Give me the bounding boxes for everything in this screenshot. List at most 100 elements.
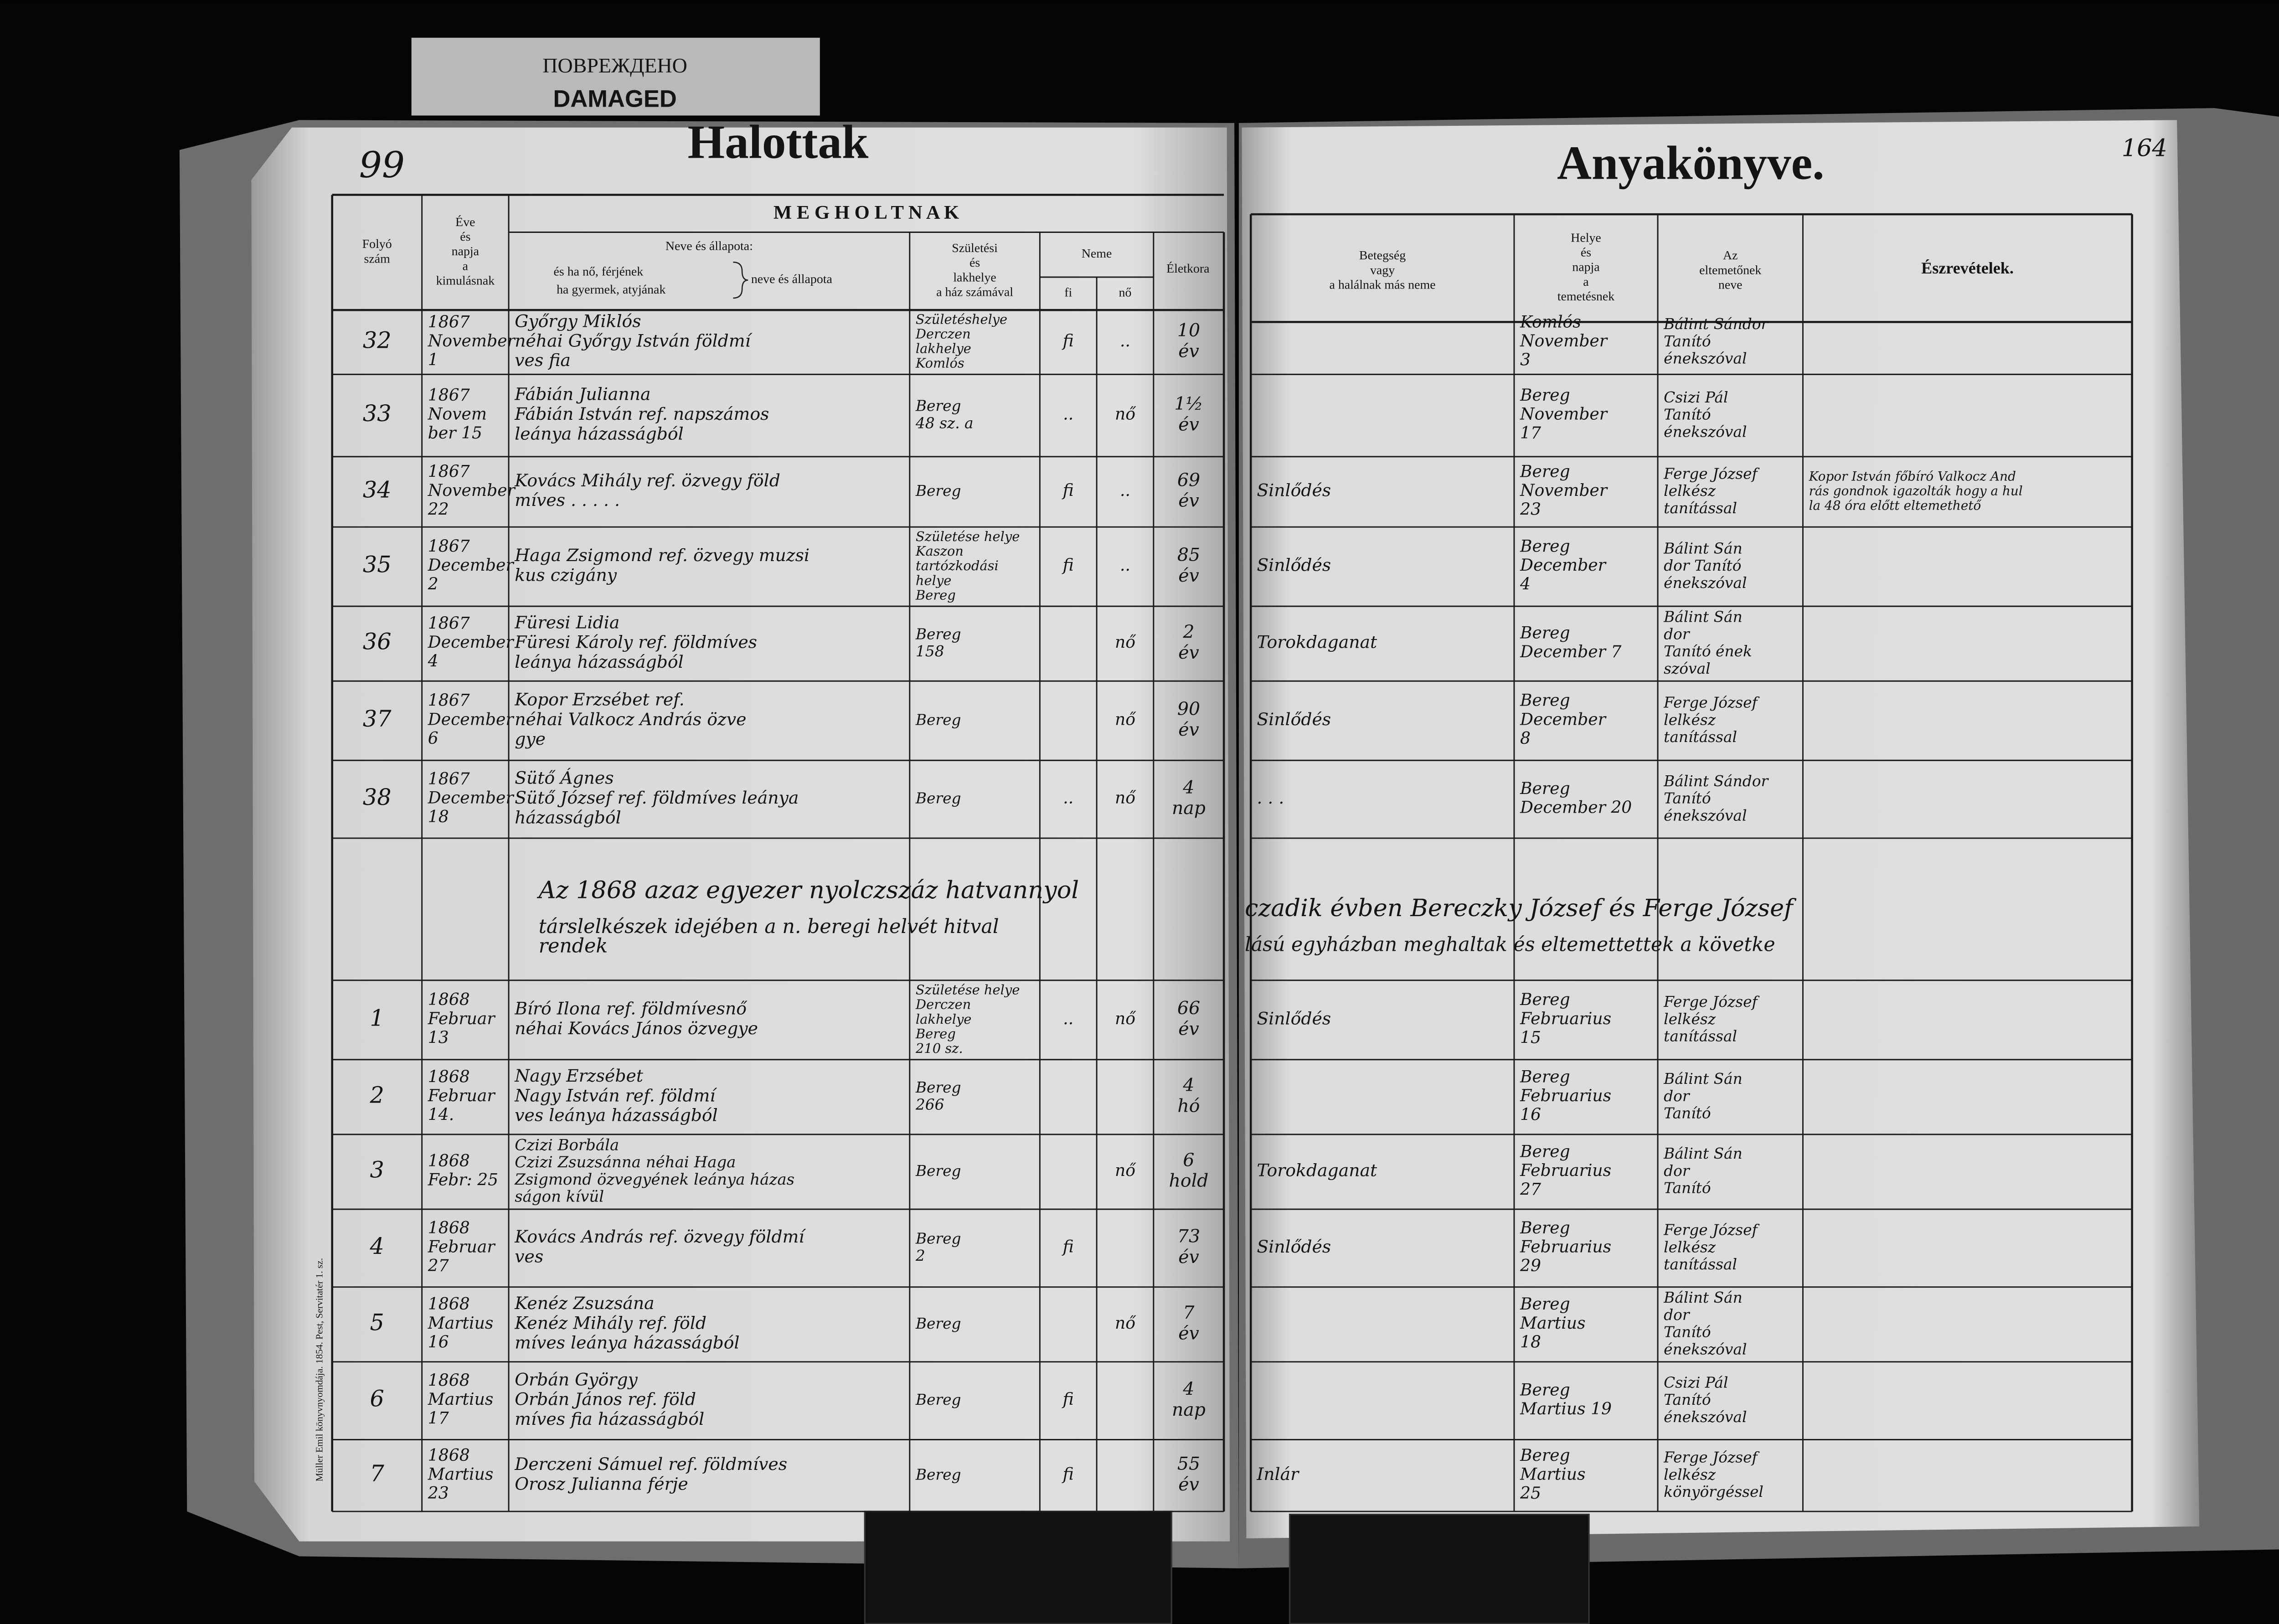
entry-birthplace: Bereg <box>915 1315 961 1332</box>
entry-age: 10 <box>1177 320 1200 341</box>
header-date: napja <box>452 244 479 258</box>
entry-burial: Februarius <box>1520 1160 1611 1180</box>
entry-number: 4 <box>370 1233 384 1259</box>
entry-number: 3 <box>370 1156 384 1183</box>
entry-birthplace: Születése helye <box>916 982 1020 997</box>
entry-age: 6 <box>1183 1150 1194 1170</box>
entry-remarks: rás gondnok igazolták hogy a hul <box>1809 484 2023 499</box>
entry-date: 1868 <box>428 1218 470 1237</box>
left-title: Halottak <box>688 115 869 169</box>
entry-disease: Sinlődés <box>1257 480 1331 500</box>
entry-birthplace: helye <box>916 572 952 588</box>
header-officiant: neve <box>1718 278 1743 292</box>
entry-name: Fábián Julianna <box>514 384 650 404</box>
entry-male: .. <box>1063 1009 1073 1028</box>
entry-birthplace: Derczen <box>915 997 971 1012</box>
entry-age: 90 <box>1177 699 1200 720</box>
entry-officiant: Tanító ének <box>1664 643 1752 660</box>
entry-age: év <box>1178 414 1199 435</box>
header-burial: a <box>1583 275 1588 289</box>
header-name: Neve és állapota: <box>665 239 753 253</box>
entry-burial: November <box>1520 404 1609 424</box>
entry-name: míves leánya házasságból <box>515 1333 739 1353</box>
entry-number: 32 <box>363 327 392 353</box>
entry-officiant: Bálint Sándor <box>1663 773 1769 790</box>
header-name: ha gyermek, atyjának <box>557 283 665 297</box>
entry-name: Orosz Julianna férje <box>515 1474 688 1494</box>
entry-date: November <box>428 331 516 351</box>
entry-name: Derczeni Sámuel ref. földmíves <box>514 1454 787 1474</box>
entry-number: 35 <box>363 552 392 578</box>
entry-burial: Bereg <box>1520 778 1570 798</box>
entry-officiant: énekszóval <box>1664 807 1747 824</box>
note-right: czadik évben Bereczky József és Ferge Jó… <box>1245 894 1797 922</box>
entry-burial: December 20 <box>1520 797 1632 817</box>
entry-officiant: Tanító <box>1664 333 1711 350</box>
entry-name: míves . . . . . <box>515 490 620 510</box>
entry-officiant: Ferge József <box>1663 465 1759 482</box>
header-burial: temetésnek <box>1557 289 1615 304</box>
entry-burial: 29 <box>1520 1256 1541 1275</box>
header-date: és <box>460 230 470 244</box>
header-number: Folyó <box>362 237 392 251</box>
entry-burial: Februarius <box>1520 1086 1611 1105</box>
entry-officiant: Tanító <box>1664 1324 1711 1341</box>
entry-burial: Bereg <box>1520 990 1570 1009</box>
entry-age: 55 <box>1177 1454 1200 1474</box>
header-birthplace: a ház számával <box>936 285 1013 299</box>
entry-age: év <box>1178 490 1199 511</box>
entry-date: ber 15 <box>428 423 482 443</box>
entry-disease: Sinlődés <box>1257 1008 1331 1028</box>
entry-age: 1½ <box>1174 393 1203 414</box>
entry-name: Bíró Ilona ref. földmívesnő <box>514 999 748 1019</box>
entry-age: év <box>1178 1247 1199 1268</box>
header-date: Éve <box>455 215 475 229</box>
entry-male: .. <box>1063 788 1073 808</box>
entry-female: .. <box>1120 555 1130 575</box>
entry-birthplace: Derczen <box>915 326 971 341</box>
entry-date: 22 <box>428 500 449 519</box>
entry-date: 4 <box>428 651 438 671</box>
entry-age: nap <box>1172 1399 1206 1420</box>
entry-age: hold <box>1169 1170 1209 1191</box>
header-female: nő <box>1119 286 1132 300</box>
left-page <box>251 127 1230 1542</box>
entry-date: December <box>428 632 515 652</box>
entry-date: Martius <box>428 1389 494 1409</box>
entry-birthplace: Bereg <box>915 1391 961 1408</box>
entry-burial: Martius 19 <box>1520 1399 1612 1418</box>
entry-birthplace: Születéshelye <box>916 311 1007 327</box>
entry-age: év <box>1178 719 1199 740</box>
entry-number: 33 <box>363 400 392 427</box>
entry-date: 1868 <box>428 1294 470 1314</box>
damaged-label <box>411 37 820 116</box>
entry-burial: November <box>1520 480 1609 500</box>
entry-date: 1868 <box>428 1151 470 1170</box>
entry-number: 5 <box>370 1309 384 1335</box>
entry-officiant: Bálint Sán <box>1663 1070 1743 1088</box>
entry-date: December <box>428 555 515 575</box>
entry-disease: Sinlődés <box>1257 555 1331 575</box>
entry-officiant: Bálint Sán <box>1663 1145 1743 1162</box>
entry-age: év <box>1178 565 1199 586</box>
entry-age: 4 <box>1182 1379 1194 1400</box>
entry-officiant: Csizi Pál <box>1664 389 1728 406</box>
entry-burial: 27 <box>1520 1179 1541 1199</box>
entry-date: 1867 <box>428 769 470 789</box>
header-name: és ha nő, férjének <box>554 265 644 279</box>
note-left: rendek <box>539 935 608 958</box>
entry-burial: 25 <box>1520 1483 1541 1503</box>
entry-date: Februar <box>428 1237 496 1256</box>
entry-officiant: Bálint Sán <box>1663 1289 1743 1306</box>
entry-officiant: Tanító <box>1664 790 1711 807</box>
entry-officiant: Tanító <box>1664 406 1711 423</box>
entry-burial: Bereg <box>1520 1141 1570 1161</box>
entry-burial: Bereg <box>1520 623 1570 642</box>
right-page <box>1242 120 2200 1539</box>
entry-male: fi <box>1062 1464 1074 1484</box>
entry-male: fi <box>1062 1389 1074 1409</box>
entry-disease: . . . <box>1257 788 1284 808</box>
entry-number: 2 <box>370 1082 384 1108</box>
